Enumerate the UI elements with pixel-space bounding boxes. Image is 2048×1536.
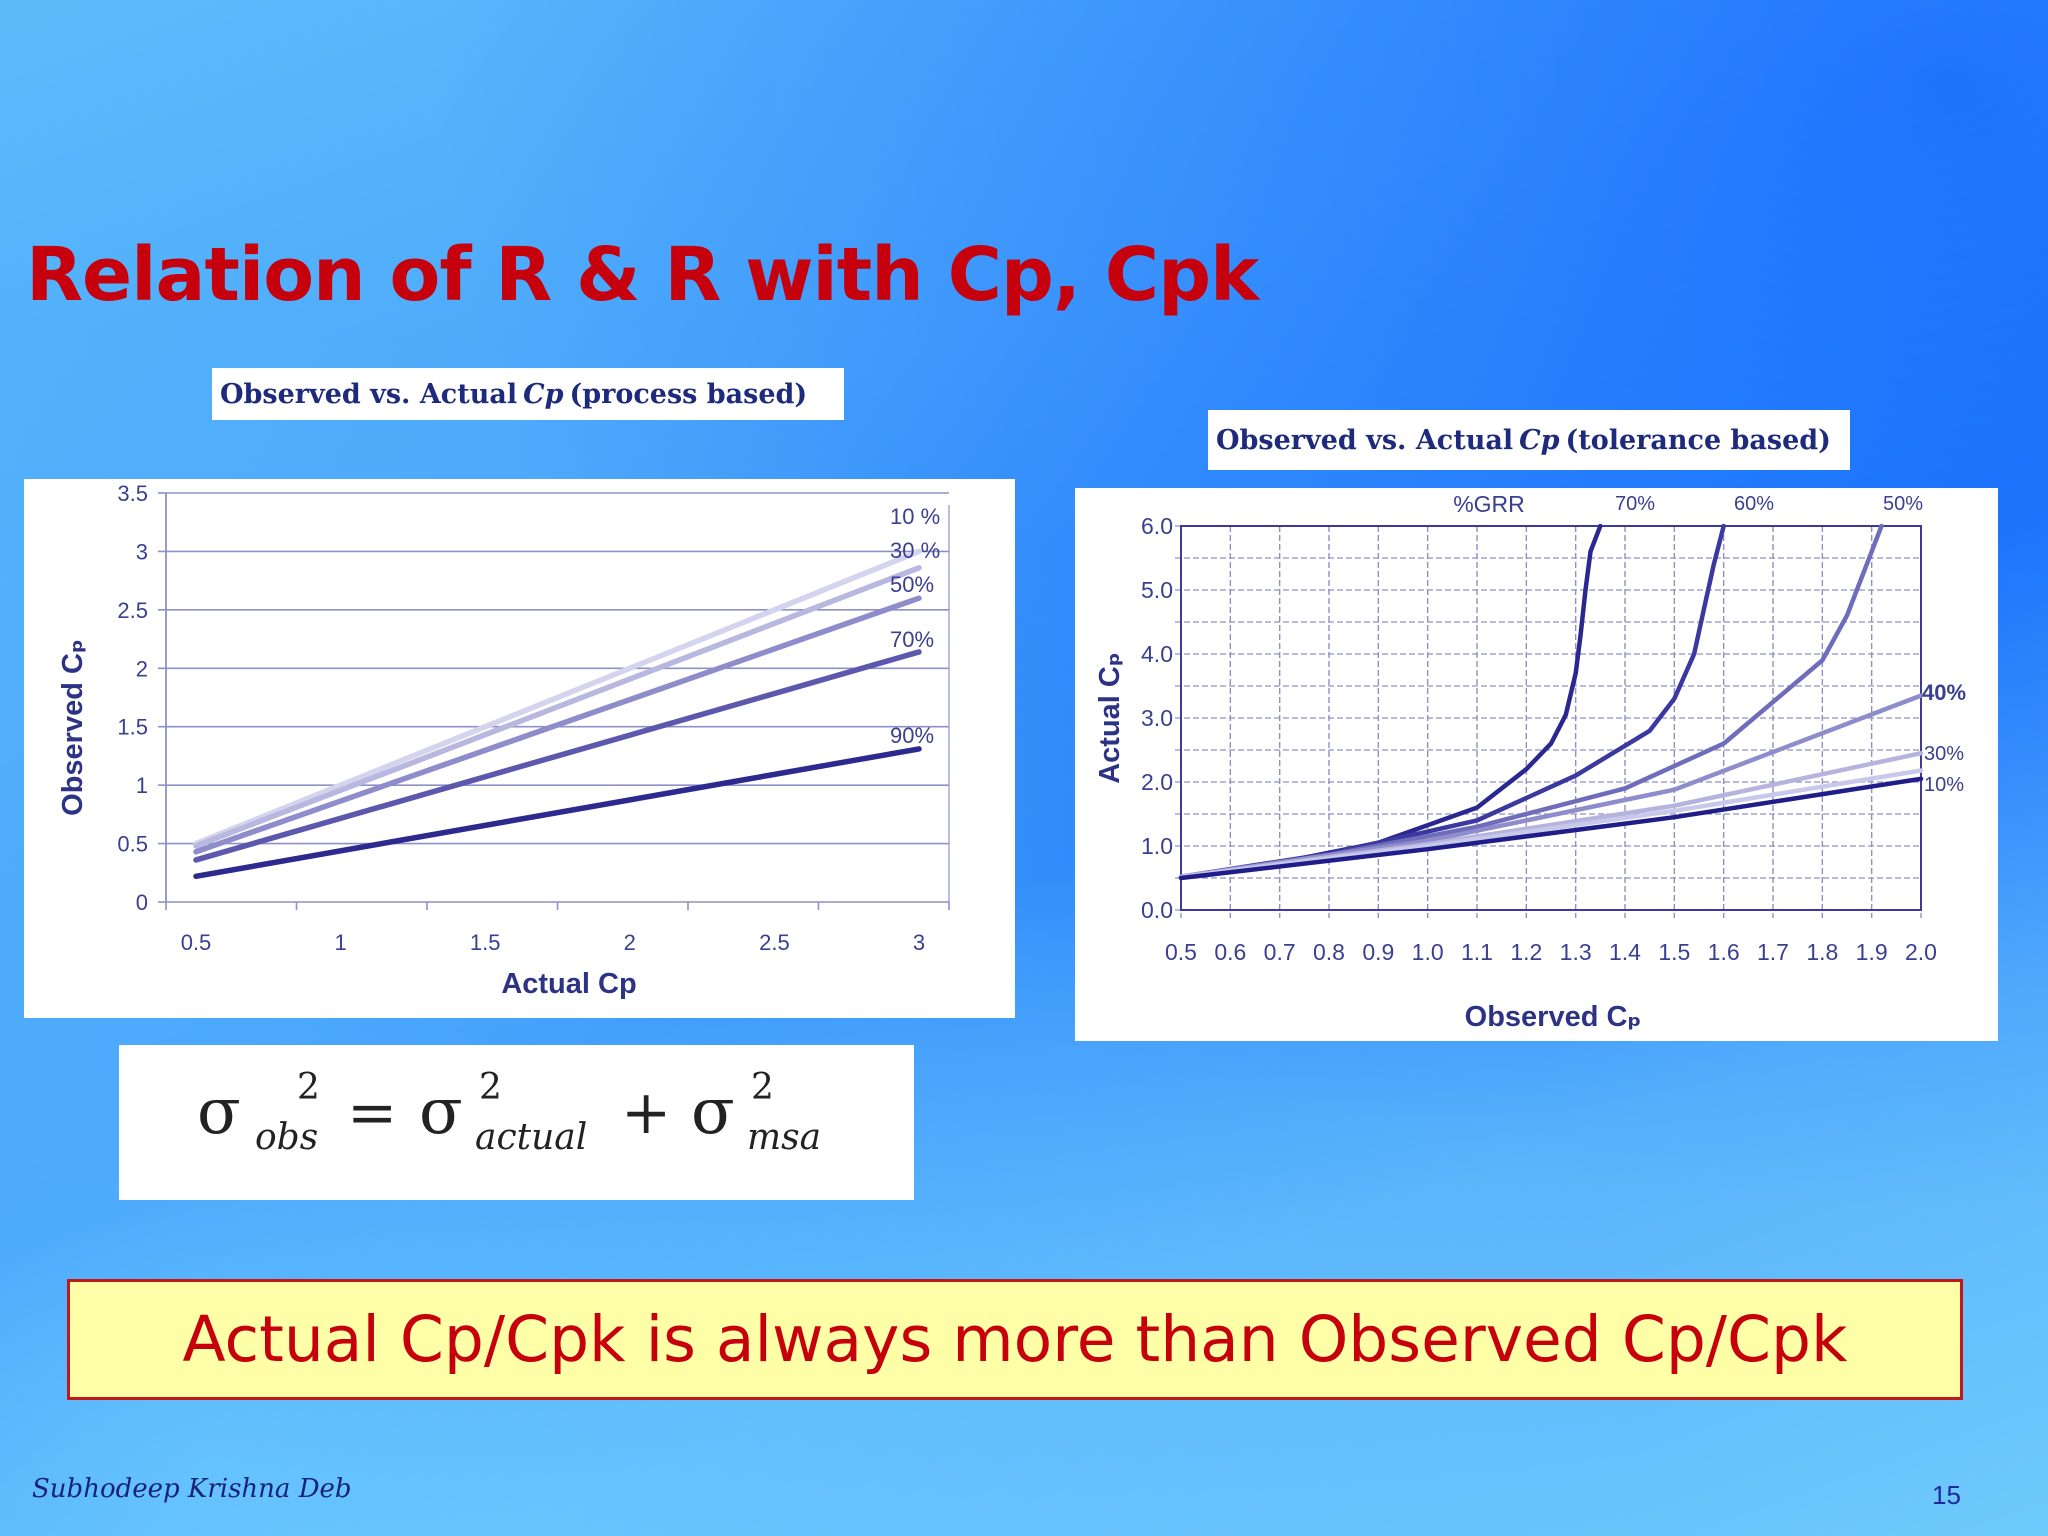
- series-label: 70%: [890, 627, 934, 652]
- series-line: [193, 548, 922, 847]
- series-label: 10 %: [890, 504, 940, 529]
- caption-cp: Cp: [1519, 424, 1560, 456]
- x-tick-label: 1.3: [1560, 939, 1592, 965]
- right-chart-caption: Observed vs. Actual Cp (tolerance based): [1208, 410, 1850, 470]
- slide-title: Relation of R & R with Cp, Cpk: [26, 232, 1259, 318]
- caption-suffix: (process based): [569, 378, 808, 410]
- series-label: 30 %: [890, 538, 940, 563]
- y-tick-label: 1.0: [1141, 833, 1173, 859]
- x-tick-label: 0.5: [181, 930, 212, 955]
- x-tick-label: 2.0: [1905, 939, 1937, 965]
- y-tick-label: 6.0: [1141, 513, 1173, 539]
- series-line: [1178, 523, 1726, 879]
- series-label: 60%: [1734, 493, 1774, 515]
- x-tick-label: 1.5: [1658, 939, 1690, 965]
- plus-sign: +: [621, 1078, 671, 1148]
- x-tick-label: 1.2: [1510, 939, 1542, 965]
- y-tick-label: 3.0: [1141, 705, 1173, 731]
- x-tick-label: 1.9: [1856, 939, 1888, 965]
- grr-label: %GRR: [1453, 491, 1525, 517]
- y-tick-label: 1.5: [117, 715, 148, 740]
- caption-cp: Cp: [523, 378, 564, 410]
- series-line: [193, 565, 922, 849]
- caption-prefix: Observed vs. Actual: [220, 378, 518, 410]
- exp-obs: 2: [297, 1067, 320, 1108]
- y-tick-label: 5.0: [1141, 577, 1173, 603]
- y-tick-label: 2.0: [1141, 769, 1173, 795]
- sub-actual: actual: [475, 1117, 587, 1158]
- series-label: 50%: [890, 572, 934, 597]
- series-line: [1178, 776, 1924, 881]
- exp-msa: 2: [751, 1067, 774, 1108]
- y-tick-label: 3: [136, 539, 148, 564]
- series-label: 40%: [1922, 680, 1966, 705]
- x-tick-label: 1: [334, 930, 346, 955]
- y-tick-label: 1: [136, 773, 148, 798]
- plot-frame: [1180, 525, 1922, 911]
- process-based-chart: 0 0.5 1 1.5 2 2.5 3 3.5 0.5 1 1.5 2 2.5 3 Actual Cp Obs…: [24, 479, 1015, 1018]
- series-line: [1178, 523, 1603, 880]
- series-label: 90%: [890, 723, 934, 748]
- x-tick-label: 0.6: [1214, 939, 1246, 965]
- equals-sign: =: [347, 1078, 397, 1148]
- series-line: [193, 595, 922, 855]
- y-tick-label: 0: [136, 890, 148, 915]
- y-tick-label: 4.0: [1141, 641, 1173, 667]
- caption-suffix: (tolerance based): [1565, 424, 1831, 456]
- tolerance-based-chart-svg: 0.5 0.6 0.7 0.8 0.9 1.0 1.1 1.2 1.3 1.4 1.5 1.6 1.7 1…: [1094, 491, 1966, 1033]
- author-name: Subhodeep Krishna Deb: [32, 1474, 352, 1504]
- x-tick-label: 1.0: [1412, 939, 1444, 965]
- x-tick-label: 1.7: [1757, 939, 1789, 965]
- process-based-chart-svg: 0 0.5 1 1.5 2 2.5 3 3.5 0.5 1 1.5 2 2.5 3 Actual Cp Obs…: [57, 481, 950, 1000]
- series-label: 10%: [1924, 774, 1964, 796]
- tolerance-based-chart: 0.5 0.6 0.7 0.8 0.9 1.0 1.1 1.2 1.3 1.4 1.5 1.6 1.7 1…: [1075, 488, 1998, 1041]
- x-tick-label: 1.4: [1609, 939, 1641, 965]
- sigma-msa: σ: [691, 1075, 735, 1149]
- x-tick-label: 0.5: [1165, 939, 1197, 965]
- sub-msa: msa: [747, 1117, 821, 1158]
- sigma-obs: σ: [197, 1075, 241, 1149]
- x-axis-title: Observed Cₚ: [1465, 1001, 1642, 1033]
- x-tick-label: 1.5: [470, 930, 501, 955]
- variance-formula: σ 2 obs = σ 2 actual + σ 2 msa: [119, 1045, 914, 1200]
- x-tick-label: 1.1: [1461, 939, 1493, 965]
- y-axis-title: Actual Cₚ: [1094, 652, 1126, 784]
- x-tick-label: 2.5: [759, 930, 790, 955]
- series-label: 50%: [1883, 493, 1923, 515]
- y-tick-label: 3.5: [117, 481, 148, 506]
- y-tick-label: 2: [136, 656, 148, 681]
- x-tick-label: 0.9: [1362, 939, 1394, 965]
- y-axis-title: Observed Cₚ: [57, 639, 89, 816]
- series-line: [1178, 523, 1884, 879]
- series-label: 70%: [1615, 493, 1655, 515]
- x-tick-label: 2: [624, 930, 636, 955]
- x-tick-label: 3: [913, 930, 925, 955]
- left-chart-caption: Observed vs. Actual Cp (process based): [212, 368, 844, 420]
- y-tick-label: 0.0: [1141, 897, 1173, 923]
- x-tick-label: 0.7: [1264, 939, 1296, 965]
- exp-actual: 2: [479, 1067, 502, 1108]
- y-tick-label: 0.5: [117, 832, 148, 857]
- series-label: 30%: [1924, 743, 1964, 765]
- conclusion-text: Actual Cp/Cpk is always more than Observ…: [182, 1303, 1848, 1376]
- x-tick-label: 1.6: [1708, 939, 1740, 965]
- sigma-actual: σ: [419, 1075, 463, 1149]
- sub-obs: obs: [255, 1117, 318, 1158]
- x-tick-label: 1.8: [1806, 939, 1838, 965]
- x-axis-title: Actual Cp: [501, 968, 636, 1000]
- conclusion-banner: Actual Cp/Cpk is always more than Observ…: [67, 1279, 1963, 1400]
- series-line: [193, 649, 922, 863]
- caption-prefix: Observed vs. Actual: [1216, 424, 1514, 456]
- page-number: 15: [1932, 1480, 1961, 1510]
- formula-svg: σ 2 obs = σ 2 actual + σ 2 msa: [197, 1067, 821, 1158]
- x-tick-label: 0.8: [1313, 939, 1345, 965]
- y-tick-label: 2.5: [117, 598, 148, 623]
- series-line: [193, 746, 922, 880]
